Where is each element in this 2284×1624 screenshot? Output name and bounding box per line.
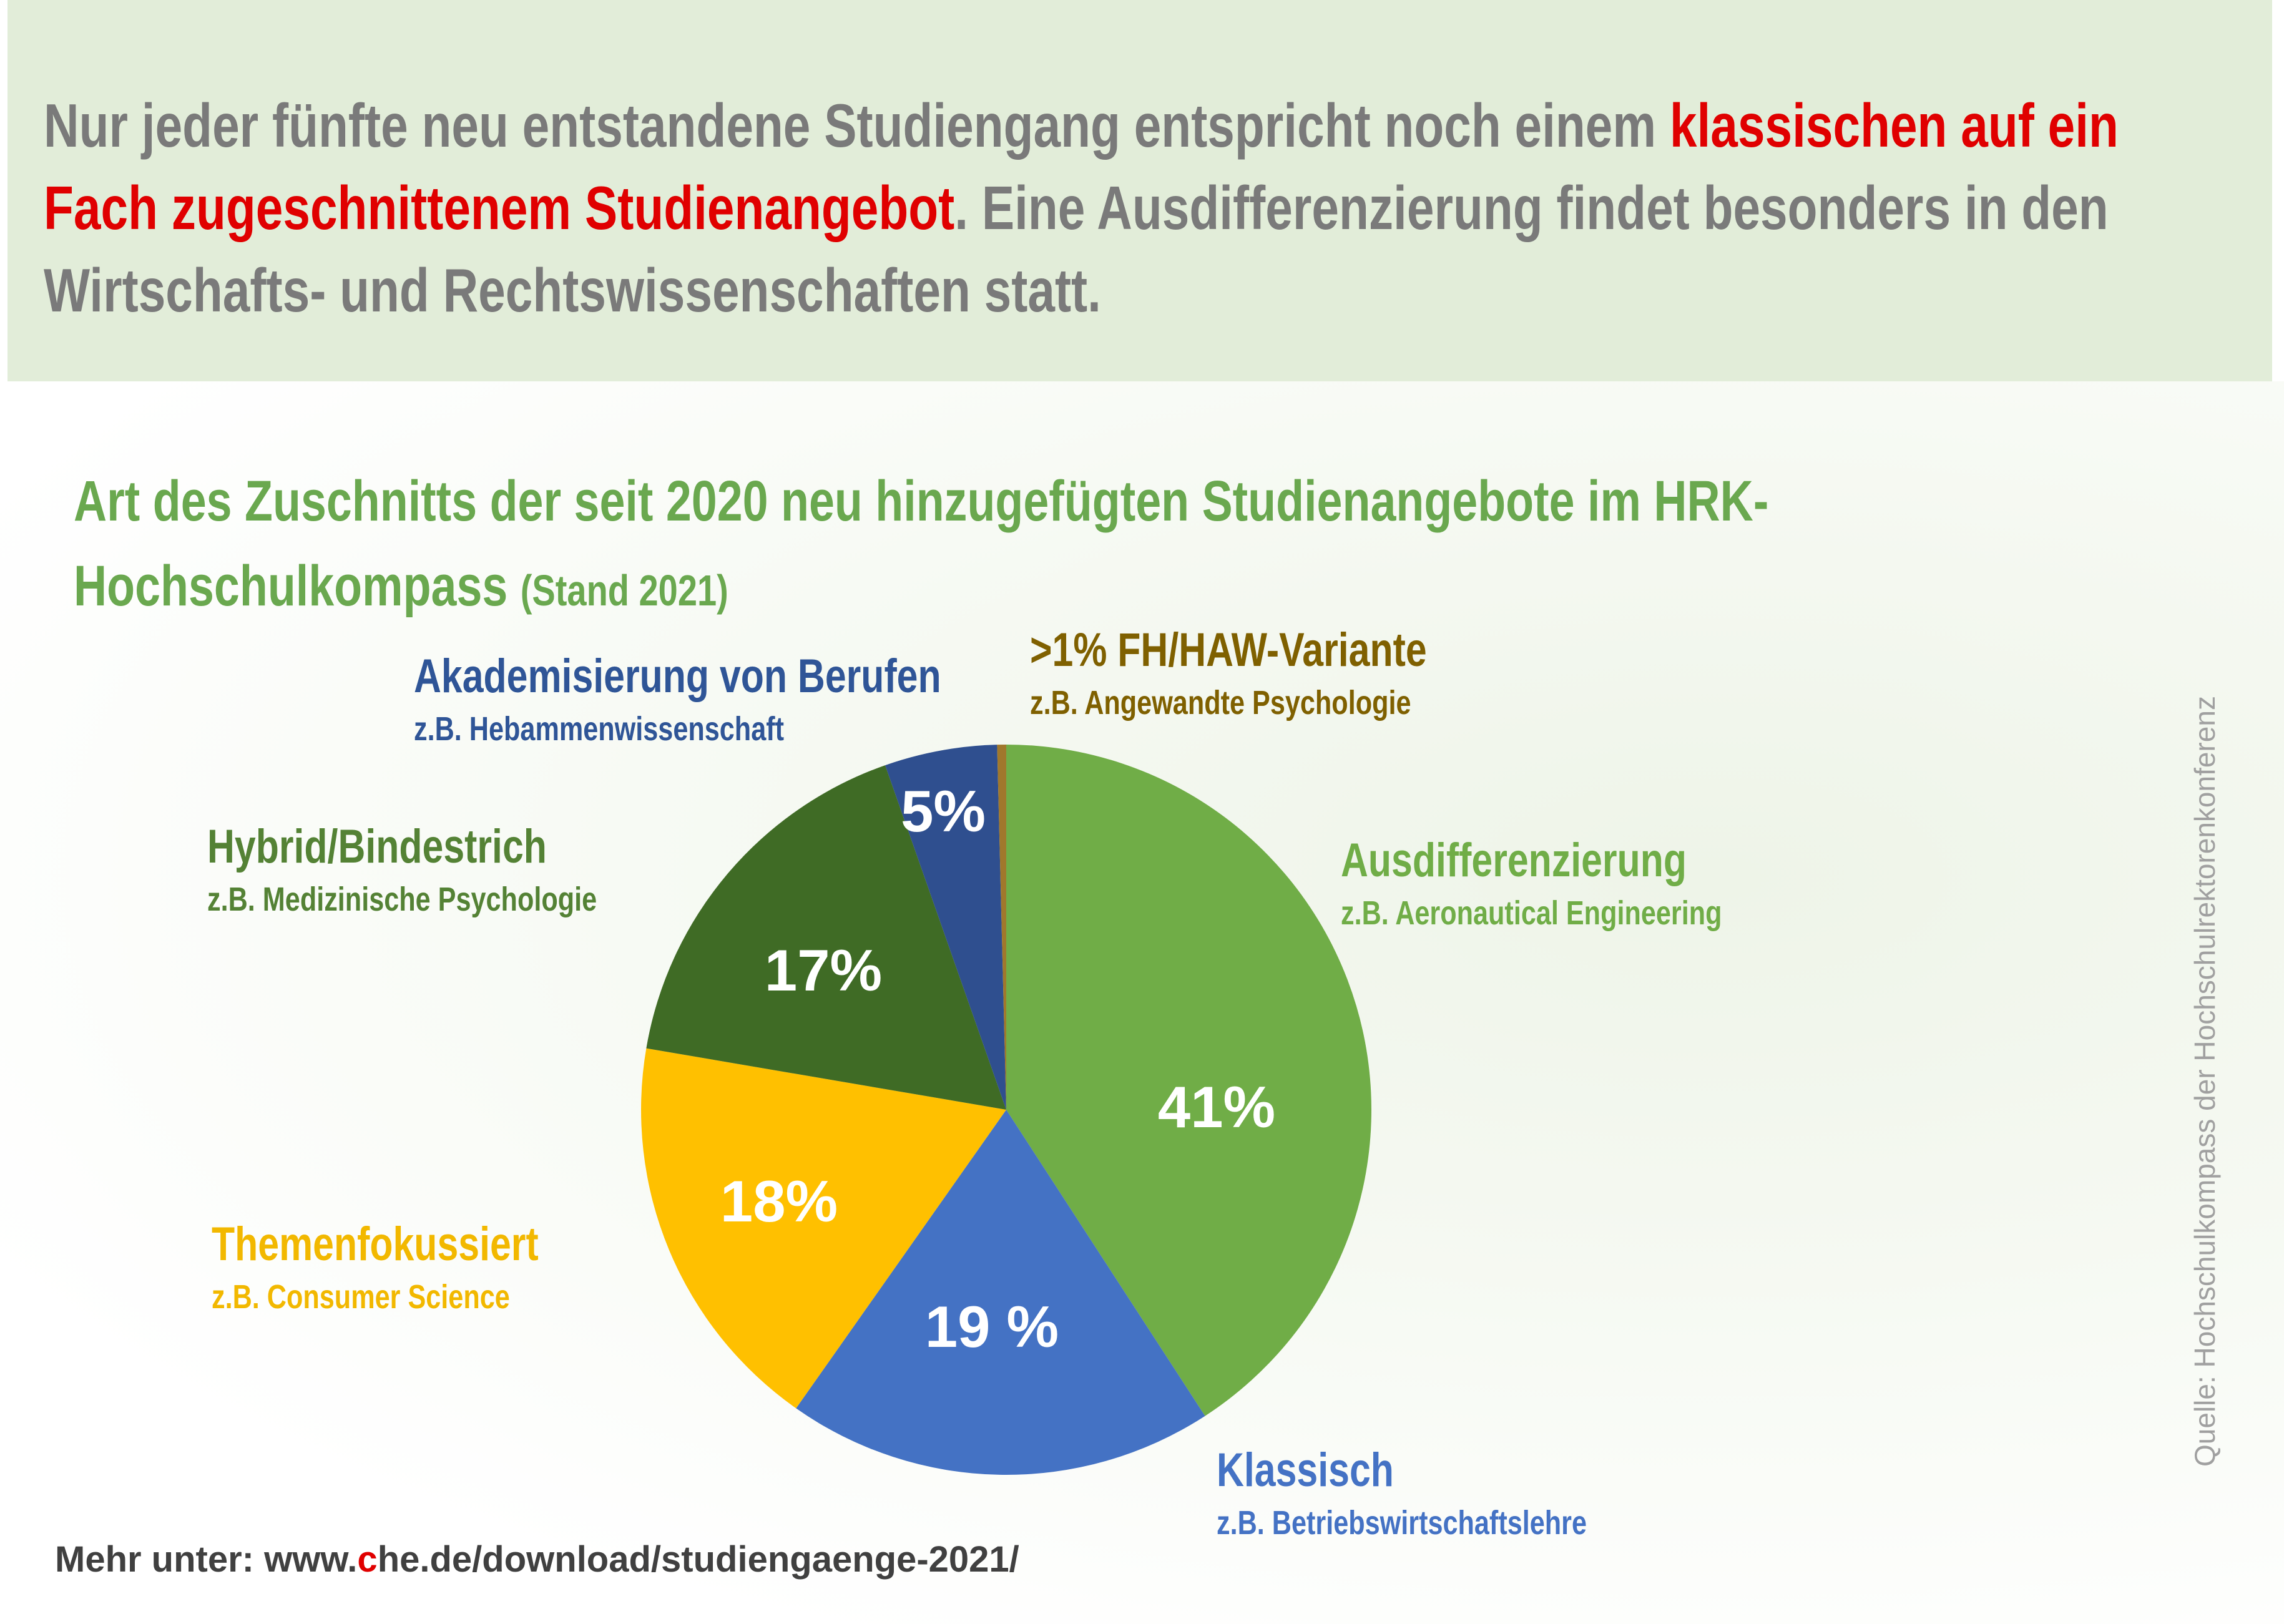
pie-slice-5 <box>885 745 1006 1110</box>
label-akademisierung: Akademisierung von Berufen z.B. Hebammen… <box>414 649 941 754</box>
legend-name: Themenfokussiert <box>212 1218 539 1271</box>
footer-text: Mehr unter: www. <box>55 1539 358 1580</box>
footer-logo-c: c <box>357 1539 378 1580</box>
headline-highlight: klassischen auf ein Fach zugeschnittenem… <box>44 91 2119 242</box>
label-fh-haw: >1% FH/HAW-Variante z.B. Angewandte Psyc… <box>1030 623 1427 728</box>
source-note: Quelle: Hochschulkompass der Hochschulre… <box>2188 696 2221 1467</box>
legend-name: Akademisierung von Berufen <box>414 650 941 703</box>
legend-name: Klassisch <box>1217 1444 1394 1497</box>
pie-slice-4 <box>646 765 1006 1110</box>
label-themenfokussiert: Themenfokussiert z.B. Consumer Science <box>212 1217 539 1322</box>
chart-subtitle: (Stand 2021) <box>520 566 728 615</box>
label-ausdifferenzierung: Ausdifferenzierung z.B. Aeronautical Eng… <box>1341 833 1722 938</box>
legend-name: Hybrid/Bindestrich <box>207 820 547 873</box>
data-label-1: 41% <box>1158 1074 1275 1140</box>
footer-link[interactable]: Mehr unter: www.che.de/download/studieng… <box>55 1538 1019 1580</box>
legend-name: Ausdifferenzierung <box>1341 834 1687 887</box>
legend-name: >1% FH/HAW-Variante <box>1030 624 1427 677</box>
headline-text-end: . Eine Ausdifferenzierung findet besonde… <box>44 174 2109 325</box>
pie-slice-6 <box>997 745 1006 1110</box>
headline: Nur jeder fünfte neu entstandene Studien… <box>44 84 2191 331</box>
legend-example: z.B. Betriebswirtschaftslehre <box>1217 1504 1587 1542</box>
chart-title-text: Art des Zuschnitts der seit 2020 neu hin… <box>74 469 1769 618</box>
data-label-3: 18% <box>720 1168 838 1234</box>
chart-title: Art des Zuschnitts der seit 2020 neu hin… <box>74 459 2021 633</box>
label-hybrid: Hybrid/Bindestrich z.B. Medizinische Psy… <box>207 819 597 924</box>
pie-slice-1 <box>1006 745 1371 1416</box>
data-label-2: 19 % <box>925 1294 1059 1359</box>
data-label-5: 5% <box>901 778 986 844</box>
data-label-4: 17% <box>765 937 882 1003</box>
legend-example: z.B. Medizinische Psychologie <box>207 881 597 918</box>
legend-example: z.B. Angewandte Psychologie <box>1030 684 1411 722</box>
headline-text: Nur jeder fünfte neu entstandene Studien… <box>44 91 1670 160</box>
pie-slice-2 <box>796 1110 1205 1475</box>
legend-example: z.B. Hebammenwissenschaft <box>414 710 784 748</box>
legend-example: z.B. Aeronautical Engineering <box>1341 894 1722 932</box>
label-klassisch: Klassisch z.B. Betriebswirtschaftslehre <box>1217 1443 1587 1548</box>
legend-example: z.B. Consumer Science <box>212 1278 510 1316</box>
pie-slice-3 <box>641 1048 1006 1409</box>
headline-banner <box>7 0 2272 381</box>
footer-text: he.de/download/studiengaenge-2021/ <box>377 1539 1019 1580</box>
